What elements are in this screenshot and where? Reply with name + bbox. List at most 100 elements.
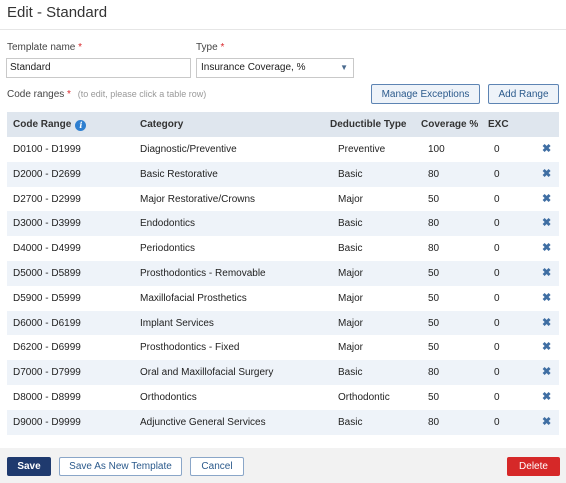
header-coverage[interactable]: Coverage %: [421, 119, 479, 130]
code-ranges-table: Code Range i Category Deductible Type Cov…: [7, 112, 559, 435]
close-icon[interactable]: ✖: [542, 291, 552, 304]
header-exc[interactable]: EXC: [488, 119, 509, 130]
cell-code-range: D0100 - D1999: [13, 144, 81, 155]
header-category[interactable]: Category: [140, 119, 184, 130]
cell-deductible-type: Major: [338, 317, 364, 329]
cell-exc: 0: [494, 193, 500, 205]
title-divider: [0, 29, 566, 30]
cell-deductible-type: Basic: [338, 416, 363, 428]
cell-deductible-type: Preventive: [338, 144, 386, 155]
code-ranges-label: Code ranges * (to edit, please click a t…: [7, 89, 206, 100]
save-button[interactable]: Save: [7, 457, 51, 476]
table-body: D0100 - D1999 Diagnostic/Preventive Preven…: [7, 137, 559, 435]
chevron-down-icon: ▼: [340, 63, 348, 72]
cell-deductible-type: Major: [338, 292, 364, 304]
close-icon[interactable]: ✖: [542, 143, 552, 155]
cell-exc: 0: [494, 342, 500, 354]
cell-code-range: D3000 - D3999: [13, 218, 81, 230]
cell-coverage: 80: [428, 367, 440, 379]
info-icon[interactable]: i: [75, 120, 87, 131]
cell-code-range: D4000 - D4999: [13, 243, 81, 255]
cell-category: Maxillofacial Prosthetics: [140, 292, 247, 304]
close-icon[interactable]: ✖: [542, 316, 552, 329]
cell-coverage: 50: [428, 267, 440, 279]
code-ranges-label-text: Code ranges: [7, 89, 65, 100]
add-range-button[interactable]: Add Range: [488, 84, 559, 104]
cell-deductible-type: Orthodontic: [338, 391, 390, 403]
cell-code-range: D9000 - D9999: [13, 416, 81, 428]
cell-code-range: D2000 - D2699: [13, 168, 81, 180]
type-label: Type *: [196, 42, 224, 53]
cell-coverage: 80: [428, 416, 440, 428]
cell-code-range: D5000 - D5899: [13, 267, 81, 279]
table-row[interactable]: D9000 - D9999 Adjunctive General Services…: [7, 409, 559, 435]
cell-code-range: D7000 - D7999: [13, 367, 81, 379]
cell-code-range: D6200 - D6999: [13, 342, 81, 354]
close-icon[interactable]: ✖: [542, 341, 552, 354]
cell-coverage: 50: [428, 317, 440, 329]
required-marker: *: [220, 42, 225, 53]
cell-category: Prosthodontics - Removable: [140, 267, 266, 279]
close-icon[interactable]: ✖: [542, 390, 552, 403]
cell-exc: 0: [494, 367, 500, 379]
cell-category: Periodontics: [140, 243, 196, 255]
close-icon[interactable]: ✖: [542, 366, 552, 379]
save-as-new-template-button[interactable]: Save As New Template: [59, 457, 182, 476]
cell-category: Orthodontics: [140, 391, 197, 403]
header-code-range-text: Code Range: [13, 119, 72, 130]
cell-category: Endodontics: [140, 218, 196, 230]
close-icon[interactable]: ✖: [542, 266, 552, 279]
table-header: Code Range i Category Deductible Type Cov…: [7, 112, 559, 137]
type-label-text: Type: [196, 42, 218, 53]
cell-coverage: 50: [428, 193, 440, 205]
cell-deductible-type: Basic: [338, 243, 363, 255]
cell-code-range: D5900 - D5999: [13, 292, 81, 304]
template-name-input[interactable]: Standard: [6, 58, 191, 78]
table-row[interactable]: D2700 - D2999 Major Restorative/Crowns Maj…: [7, 187, 559, 212]
table-row[interactable]: D8000 - D8999 Orthodontics Orthodontic 50 0 ✖: [7, 385, 559, 410]
type-select[interactable]: Insurance Coverage, % ▼: [196, 58, 354, 78]
close-icon[interactable]: ✖: [542, 242, 552, 255]
template-name-label: Template name *: [7, 42, 82, 53]
template-name-label-text: Template name: [7, 42, 76, 53]
cell-exc: 0: [494, 292, 500, 304]
cell-exc: 0: [494, 267, 500, 279]
table-row[interactable]: D5900 - D5999 Maxillofacial Prosthetics Ma…: [7, 286, 559, 311]
table-row[interactable]: D5000 - D5899 Prosthodontics - Removable M…: [7, 260, 559, 286]
table-row[interactable]: D2000 - D2699 Basic Restorative Basic 80 0 ✖: [7, 161, 559, 187]
cell-coverage: 50: [428, 342, 440, 354]
cell-deductible-type: Basic: [338, 218, 363, 230]
table-row[interactable]: D7000 - D7999 Oral and Maxillofacial Surg…: [7, 360, 559, 385]
cell-exc: 0: [494, 218, 500, 230]
cell-category: Implant Services: [140, 317, 214, 329]
header-code-range: Code Range i: [13, 112, 87, 137]
cell-code-range: D6000 - D6199: [13, 317, 81, 329]
cell-exc: 0: [494, 416, 500, 428]
cell-category: Adjunctive General Services: [140, 416, 266, 428]
cell-coverage: 80: [428, 168, 440, 180]
cell-category: Prosthodontics - Fixed: [140, 342, 240, 354]
cell-exc: 0: [494, 168, 500, 180]
delete-button[interactable]: Delete: [507, 457, 560, 476]
table-row[interactable]: D3000 - D3999 Endodontics Basic 80 0 ✖: [7, 211, 559, 237]
cell-coverage: 80: [428, 218, 440, 230]
cell-exc: 0: [494, 317, 500, 329]
close-icon[interactable]: ✖: [542, 415, 552, 428]
code-ranges-hint: (to edit, please click a table row): [77, 89, 207, 99]
table-row[interactable]: D6000 - D6199 Implant Services Major 50 0 ✖: [7, 310, 559, 336]
cell-exc: 0: [494, 243, 500, 255]
cell-coverage: 100: [428, 144, 445, 155]
table-row[interactable]: D6200 - D6999 Prosthodontics - Fixed Major…: [7, 335, 559, 360]
close-icon[interactable]: ✖: [542, 192, 552, 205]
table-row[interactable]: D0100 - D1999 Diagnostic/Preventive Preven…: [7, 137, 559, 162]
cell-deductible-type: Major: [338, 342, 364, 354]
cell-deductible-type: Major: [338, 193, 364, 205]
close-icon[interactable]: ✖: [542, 167, 552, 180]
cell-coverage: 80: [428, 243, 440, 255]
table-row[interactable]: D4000 - D4999 Periodontics Basic 80 0 ✖: [7, 236, 559, 261]
header-deductible-type[interactable]: Deductible Type: [330, 119, 407, 130]
cancel-button[interactable]: Cancel: [190, 457, 244, 476]
close-icon[interactable]: ✖: [542, 217, 552, 230]
required-marker: *: [67, 89, 71, 100]
manage-exceptions-button[interactable]: Manage Exceptions: [371, 84, 480, 104]
